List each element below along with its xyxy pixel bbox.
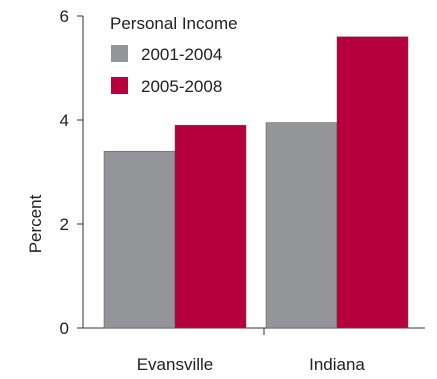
legend: Personal Income 2001-2004 2005-2008 bbox=[110, 14, 238, 96]
x-axis-categories: Evansville Indiana bbox=[137, 355, 366, 374]
legend-swatch-2001-2004 bbox=[111, 45, 128, 62]
y-tick-label: 2 bbox=[60, 215, 69, 234]
y-tick-label: 6 bbox=[60, 7, 69, 26]
legend-label-2001-2004: 2001-2004 bbox=[141, 45, 222, 64]
y-axis-ticks: 0 2 4 6 bbox=[60, 7, 83, 338]
bar-evansville-2005-2008 bbox=[174, 124, 247, 329]
bar-indiana-2001-2004 bbox=[265, 122, 338, 329]
y-tick-label: 0 bbox=[60, 319, 69, 338]
y-tick-label: 4 bbox=[60, 111, 69, 130]
legend-swatch-2005-2008 bbox=[111, 77, 128, 94]
x-category-label: Evansville bbox=[137, 355, 214, 374]
bar-indiana-2005-2008 bbox=[336, 36, 409, 329]
bar-evansville-2001-2004 bbox=[103, 150, 176, 329]
y-axis-label: Percent bbox=[26, 194, 45, 253]
x-category-label: Indiana bbox=[309, 355, 365, 374]
bars bbox=[103, 36, 409, 329]
legend-title: Personal Income bbox=[110, 14, 238, 33]
legend-label-2005-2008: 2005-2008 bbox=[141, 77, 222, 96]
